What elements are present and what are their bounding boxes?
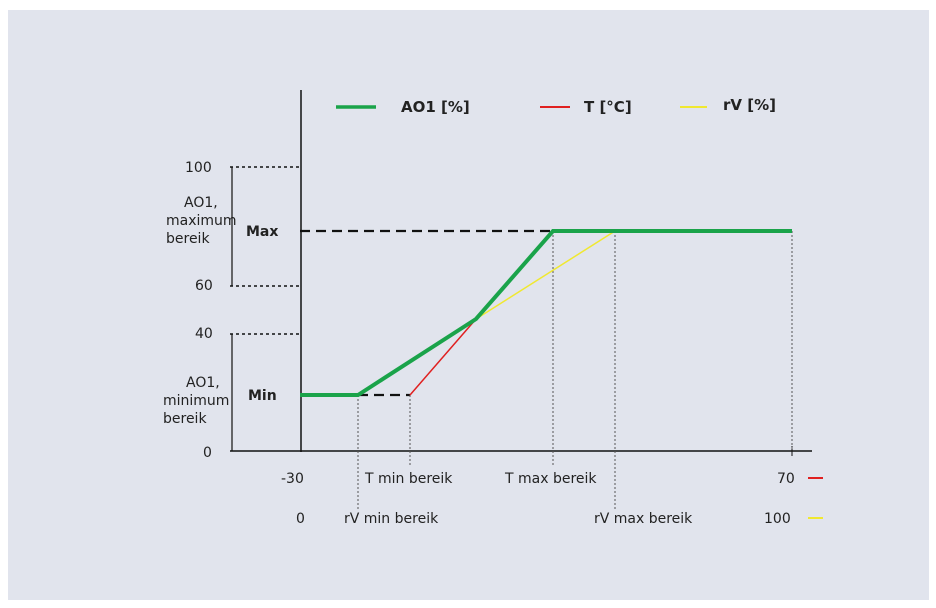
max-range-label-2: maximum — [166, 213, 237, 229]
min-range-label-2: minimum — [163, 393, 229, 409]
min-range-label-1: AO1, — [186, 375, 220, 391]
x-rv-end: 100 — [764, 511, 791, 527]
max-label: Max — [246, 224, 278, 240]
y-tick-60: 60 — [195, 278, 213, 294]
x-t-start: -30 — [281, 471, 304, 487]
max-range-label-1: AO1, — [184, 195, 218, 211]
min-range-label-3: bereik — [163, 411, 207, 427]
x-t-max-label: T max bereik — [504, 471, 597, 487]
legend-rv-label: rV [%] — [723, 96, 776, 114]
min-label: Min — [248, 388, 277, 404]
x-rv-max-label: rV max bereik — [594, 511, 693, 527]
x-rv-min-label: rV min bereik — [344, 511, 439, 527]
rv-curve — [475, 230, 616, 320]
y-tick-100: 100 — [185, 160, 212, 176]
y-tick-0: 0 — [203, 445, 212, 461]
y-tick-40: 40 — [195, 326, 213, 342]
max-range-label-3: bereik — [166, 231, 210, 247]
ao1-curve — [300, 229, 792, 397]
x-rv-start: 0 — [296, 511, 305, 527]
legend-t-label: T [°C] — [584, 98, 632, 116]
legend-ao1-label: AO1 [%] — [401, 98, 470, 116]
x-t-end: 70 — [777, 471, 795, 487]
t-curve — [409, 318, 477, 396]
diagram-panel — [8, 10, 929, 600]
x-t-min-label: T min bereik — [364, 471, 453, 487]
